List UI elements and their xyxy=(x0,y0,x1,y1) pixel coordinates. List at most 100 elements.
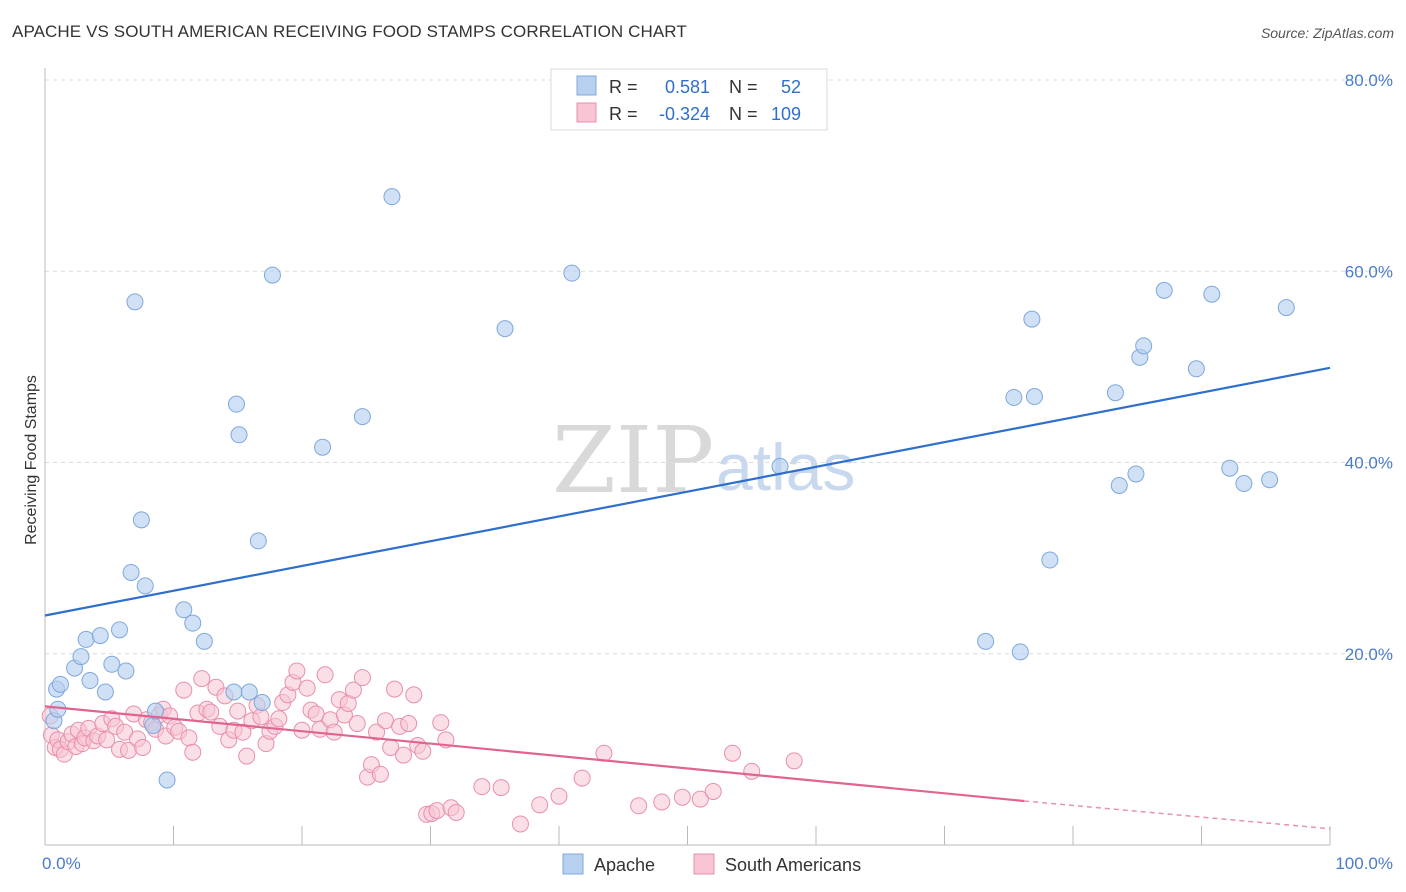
south-americans-point xyxy=(307,705,325,723)
south-americans-trendline-extension xyxy=(1024,800,1331,830)
apache-point xyxy=(249,532,267,550)
apache-point xyxy=(1261,471,1279,489)
south-americans-point xyxy=(691,790,709,808)
south-americans-point xyxy=(98,731,116,749)
south-americans-point xyxy=(252,708,270,726)
south-americans-point xyxy=(288,662,306,680)
apache-point xyxy=(184,614,202,632)
x-tick-label: 100.0% xyxy=(1335,854,1393,873)
south-americans-point xyxy=(432,714,450,732)
legend-n-value: 52 xyxy=(781,77,801,97)
apache-point xyxy=(1023,310,1041,328)
south-americans-point xyxy=(492,779,510,797)
bottom-legend-swatch-apache xyxy=(562,853,584,875)
south-americans-point xyxy=(428,802,446,820)
legend-r-value: 0.581 xyxy=(665,77,710,97)
south-americans-point xyxy=(673,788,691,806)
apache-point xyxy=(353,408,371,426)
south-americans-point xyxy=(175,681,193,699)
south-americans-point xyxy=(134,738,152,756)
south-americans-point xyxy=(743,762,761,780)
apache-point xyxy=(111,621,129,639)
apache-point xyxy=(144,716,162,734)
apache-point xyxy=(563,264,581,282)
bottom-legend-swatch-south-americans xyxy=(693,853,715,875)
south-americans-point xyxy=(234,723,252,741)
south-americans-point xyxy=(348,715,366,733)
bottom-legend-apache: Apache xyxy=(594,855,655,875)
apache-point xyxy=(81,672,99,690)
apache-point xyxy=(1127,465,1145,483)
south-americans-point xyxy=(229,702,247,720)
south-americans-point xyxy=(723,744,741,762)
y-tick-label: 20.0% xyxy=(1345,645,1393,664)
apache-point xyxy=(1135,337,1153,355)
south-americans-point xyxy=(550,787,568,805)
apache-point xyxy=(496,320,514,338)
south-americans-point xyxy=(405,686,423,704)
apache-point xyxy=(103,655,121,673)
chart-title: APACHE VS SOUTH AMERICAN RECEIVING FOOD … xyxy=(12,22,687,41)
apache-point xyxy=(51,675,69,693)
x-tick-label: 0.0% xyxy=(42,854,81,873)
apache-point xyxy=(175,601,193,619)
apache-point xyxy=(122,563,140,581)
south-americans-trendline xyxy=(44,705,1025,803)
legend-r-label: R = xyxy=(609,77,638,97)
south-americans-point xyxy=(447,803,465,821)
apache-point xyxy=(77,630,95,648)
legend-n-value: 109 xyxy=(771,104,801,124)
apache-point xyxy=(117,662,135,680)
apache-point xyxy=(240,683,258,701)
apache-point xyxy=(1106,384,1124,402)
source-label: Source: ZipAtlas.com xyxy=(1260,25,1394,41)
watermark-zip: ZIP xyxy=(552,407,714,514)
apache-point xyxy=(383,188,401,206)
south-americans-point xyxy=(180,729,198,747)
tick-labels: 20.0% 40.0% 60.0% 80.0% 0.0% 100.0% xyxy=(42,71,1393,873)
apache-point xyxy=(1221,459,1239,477)
apache-point xyxy=(91,627,109,645)
legend-n-label: N = xyxy=(729,104,758,124)
apache-points xyxy=(45,188,1295,789)
south-americans-point xyxy=(184,743,202,761)
apache-point xyxy=(977,632,995,650)
legend-swatch-apache xyxy=(576,75,597,96)
south-americans-point xyxy=(400,715,418,733)
apache-point xyxy=(314,438,332,456)
south-americans-point xyxy=(368,723,386,741)
south-americans-point xyxy=(377,712,395,730)
apache-point xyxy=(147,702,165,720)
legend-r-value: -0.324 xyxy=(659,104,710,124)
south-americans-point xyxy=(473,778,491,796)
apache-point xyxy=(126,293,144,311)
apache-point xyxy=(263,266,281,284)
apache-point xyxy=(225,683,243,701)
south-americans-points xyxy=(41,662,803,833)
apache-point xyxy=(72,648,90,666)
apache-point xyxy=(230,426,248,444)
apache-point xyxy=(1203,285,1221,303)
south-americans-point xyxy=(653,793,671,811)
south-americans-point xyxy=(704,782,722,800)
south-americans-point xyxy=(573,769,591,787)
y-tick-label: 60.0% xyxy=(1345,262,1393,281)
apache-point xyxy=(195,632,213,650)
y-axis-title: Receiving Food Stamps xyxy=(23,375,40,545)
south-americans-point xyxy=(316,666,334,684)
south-americans-point xyxy=(298,679,316,697)
apache-point xyxy=(1155,281,1173,299)
south-americans-point xyxy=(414,742,432,760)
apache-point xyxy=(158,771,176,789)
apache-point xyxy=(1041,551,1059,569)
legend-swatch-south-americans xyxy=(576,102,597,123)
series-legend: Apache South Americans xyxy=(562,853,861,875)
south-americans-point xyxy=(785,752,803,770)
apache-point xyxy=(227,395,245,413)
apache-point xyxy=(132,511,150,529)
apache-point xyxy=(136,577,154,595)
apache-point xyxy=(1187,360,1205,378)
south-americans-point xyxy=(511,815,529,833)
apache-point xyxy=(1277,299,1295,317)
y-tick-label: 80.0% xyxy=(1345,71,1393,90)
